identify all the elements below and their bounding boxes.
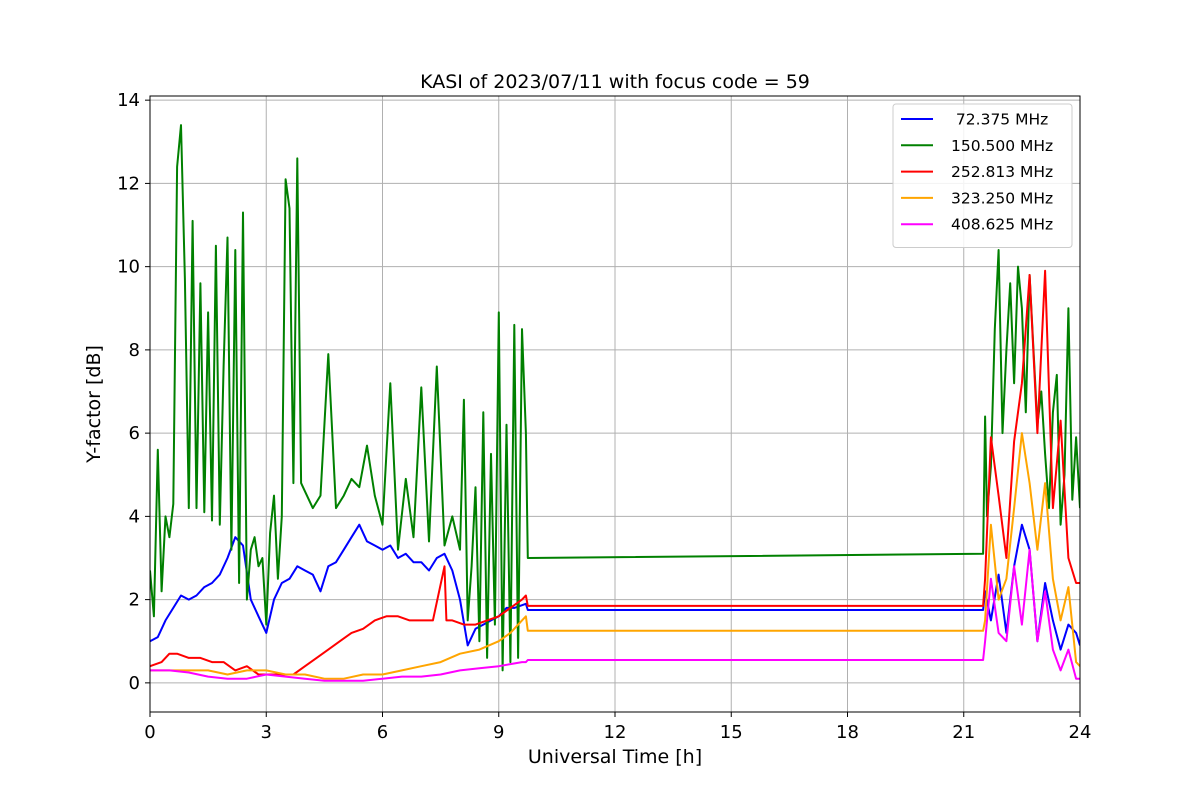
x-tick-label: 18 [836,722,859,743]
x-tick-label: 15 [720,722,743,743]
legend-label-0: 72.375 MHz [951,111,1048,129]
plot-area [150,124,1080,682]
x-tick-label: 6 [377,722,388,743]
y-tick-label: 14 [117,90,140,111]
x-axis-label: Universal Time [h] [528,746,702,768]
series-line-3 [150,432,1080,680]
y-tick-label: 12 [117,173,140,194]
y-tick-label: 6 [129,423,140,444]
legend-label-1: 150.500 MHz [951,137,1053,155]
legend-box [892,103,1073,248]
y-tick-label: 2 [129,590,140,611]
legend-label-4: 408.625 MHz [951,216,1053,234]
y-tick-label: 8 [129,340,140,361]
legend-label-2: 252.813 MHz [951,163,1053,181]
x-tick-label: 0 [144,722,155,743]
x-tick-label: 24 [1069,722,1092,743]
series-line-2 [150,269,1080,676]
legend-label-3: 323.250 MHz [951,189,1053,207]
x-tick-label: 12 [604,722,627,743]
y-tick-label: 0 [129,673,140,694]
series-line-4 [150,548,1080,682]
x-tick-label: 21 [952,722,975,743]
x-tick-label: 3 [261,722,272,743]
series-group [150,124,1080,682]
y-tick-label: 10 [117,257,140,278]
chart-title: KASI of 2023/07/11 with focus code = 59 [420,71,810,93]
series-line-1 [150,124,1080,672]
x-tick-label: 9 [493,722,504,743]
y-tick-label: 4 [129,506,140,527]
legend: 72.375 MHz 150.500 MHz 252.813 MHz 323.250 … [892,103,1073,248]
y-axis-label: Y-factor [dB] [83,345,105,464]
